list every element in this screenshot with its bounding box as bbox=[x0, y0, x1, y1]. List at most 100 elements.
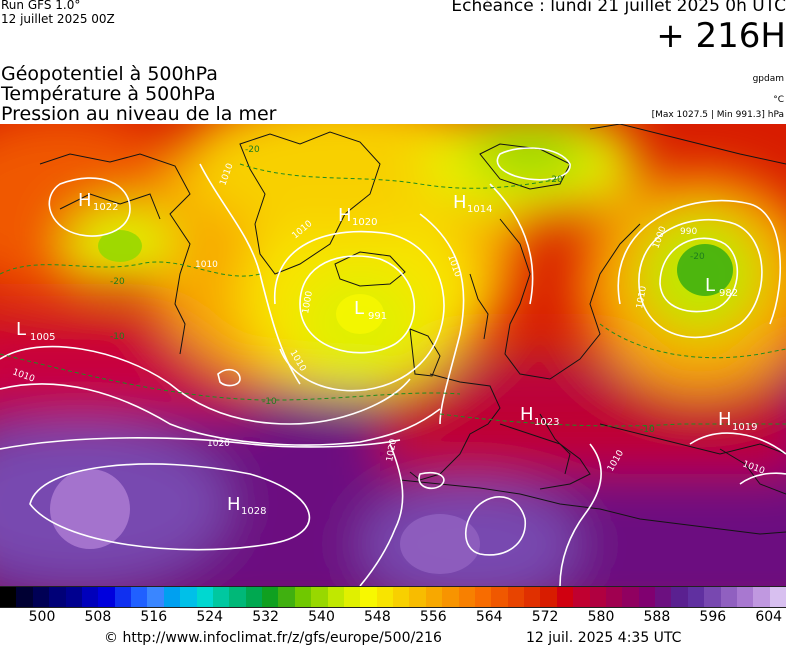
weather-map: H 1022 H 1020 H 1014 L 991 L 982 L 1005 bbox=[0, 124, 786, 586]
color-swatch bbox=[687, 586, 705, 608]
color-swatch bbox=[49, 586, 66, 608]
low-982: L 982 bbox=[705, 275, 738, 299]
isotherms bbox=[0, 163, 786, 427]
svg-text:H: H bbox=[520, 404, 534, 425]
color-swatch bbox=[196, 586, 213, 608]
run-title: Run GFS 1.0° bbox=[1, 0, 81, 12]
color-scale-label: 580 bbox=[587, 609, 615, 625]
color-swatch bbox=[212, 586, 230, 608]
color-swatch bbox=[425, 586, 443, 608]
svg-text:1028: 1028 bbox=[241, 506, 266, 517]
svg-text:-10: -10 bbox=[262, 397, 277, 407]
svg-text:-20: -20 bbox=[690, 252, 705, 262]
svg-text:-20: -20 bbox=[110, 277, 125, 287]
svg-text:-20: -20 bbox=[548, 175, 563, 185]
svg-text:1020: 1020 bbox=[207, 439, 230, 449]
color-swatch bbox=[753, 586, 770, 608]
color-swatch bbox=[245, 586, 262, 608]
color-swatch bbox=[65, 586, 82, 608]
svg-text:990: 990 bbox=[680, 227, 697, 237]
color-swatch bbox=[524, 586, 541, 608]
forecast-hour: + 216H bbox=[656, 16, 786, 56]
color-swatch bbox=[638, 586, 655, 608]
svg-text:1000: 1000 bbox=[301, 290, 315, 315]
color-swatch bbox=[32, 586, 50, 608]
coastlines bbox=[39, 124, 786, 535]
high-1023: H 1023 bbox=[520, 404, 559, 428]
color-swatch bbox=[163, 586, 181, 608]
svg-text:1010: 1010 bbox=[635, 285, 649, 310]
svg-text:H: H bbox=[718, 409, 732, 430]
color-swatch bbox=[229, 586, 246, 608]
color-scale-label: 588 bbox=[643, 609, 671, 625]
color-swatch bbox=[262, 586, 279, 608]
color-swatch bbox=[589, 586, 606, 608]
svg-text:1020: 1020 bbox=[385, 438, 399, 463]
source-url: © http://www.infoclimat.fr/z/gfs/europe/… bbox=[104, 630, 442, 646]
color-swatch bbox=[605, 586, 623, 608]
color-swatch bbox=[16, 586, 33, 608]
color-swatch bbox=[622, 586, 639, 608]
svg-text:H: H bbox=[78, 190, 92, 211]
color-swatch bbox=[540, 586, 557, 608]
color-scale-bar bbox=[0, 586, 786, 608]
color-swatch bbox=[311, 586, 328, 608]
color-swatch bbox=[98, 586, 115, 608]
svg-text:982: 982 bbox=[719, 288, 738, 299]
run-date: 12 juillet 2025 00Z bbox=[1, 12, 115, 26]
high-1022: H 1022 bbox=[78, 190, 118, 213]
unit-geopotential: gpdam bbox=[752, 74, 784, 84]
low-991: L 991 bbox=[354, 298, 387, 322]
color-swatch bbox=[131, 586, 148, 608]
color-swatch bbox=[294, 586, 312, 608]
svg-text:H: H bbox=[227, 494, 241, 515]
color-scale-label: 556 bbox=[419, 609, 447, 625]
color-swatch bbox=[409, 586, 426, 608]
color-swatch bbox=[360, 586, 377, 608]
svg-text:1005: 1005 bbox=[30, 332, 55, 343]
color-swatch bbox=[655, 586, 672, 608]
high-1020: H 1020 bbox=[338, 205, 377, 228]
svg-text:991: 991 bbox=[368, 311, 387, 322]
color-scale-label: 596 bbox=[699, 609, 727, 625]
color-swatch bbox=[180, 586, 197, 608]
color-swatch bbox=[671, 586, 688, 608]
forecast-valid-time: Echéance : lundi 21 juillet 2025 0h UTC bbox=[451, 0, 786, 16]
svg-text:L: L bbox=[354, 298, 364, 319]
color-swatch bbox=[769, 586, 786, 608]
color-swatch bbox=[327, 586, 344, 608]
color-swatch bbox=[147, 586, 164, 608]
svg-text:H: H bbox=[338, 205, 352, 226]
svg-text:L: L bbox=[16, 319, 26, 340]
color-swatch bbox=[491, 586, 508, 608]
svg-text:1019: 1019 bbox=[732, 422, 757, 433]
color-swatch bbox=[556, 586, 574, 608]
color-scale-label: 508 bbox=[84, 609, 112, 625]
svg-text:H: H bbox=[453, 192, 467, 213]
color-scale-label: 524 bbox=[196, 609, 224, 625]
geopotential-field bbox=[0, 124, 786, 586]
svg-text:-10: -10 bbox=[110, 332, 125, 342]
temperature-labels: -20 -20 -20 -20 -10 -10 -10 bbox=[110, 145, 705, 435]
isobars bbox=[0, 147, 786, 586]
svg-text:1014: 1014 bbox=[467, 204, 492, 215]
color-swatch bbox=[573, 586, 590, 608]
color-scale-label: 604 bbox=[755, 609, 783, 625]
layer-geopotential: Géopotentiel à 500hPa bbox=[1, 63, 218, 85]
color-swatch bbox=[393, 586, 410, 608]
svg-text:-20: -20 bbox=[245, 145, 260, 155]
pressure-systems: H 1022 H 1020 H 1014 L 991 L 982 L 1005 bbox=[16, 190, 757, 517]
color-scale-label: 564 bbox=[475, 609, 503, 625]
color-swatch bbox=[474, 586, 492, 608]
color-swatch bbox=[442, 586, 459, 608]
high-1014: H 1014 bbox=[453, 192, 492, 215]
unit-pressure-range: [Max 1027.5 | Min 991.3] hPa bbox=[651, 110, 784, 120]
svg-text:1022: 1022 bbox=[93, 202, 118, 213]
color-scale-label: 548 bbox=[364, 609, 391, 625]
color-swatch bbox=[376, 586, 393, 608]
color-swatch bbox=[0, 586, 17, 608]
color-swatch bbox=[720, 586, 737, 608]
layer-temperature: Température à 500hPa bbox=[1, 83, 216, 105]
color-swatch bbox=[736, 586, 754, 608]
color-swatch bbox=[343, 586, 361, 608]
